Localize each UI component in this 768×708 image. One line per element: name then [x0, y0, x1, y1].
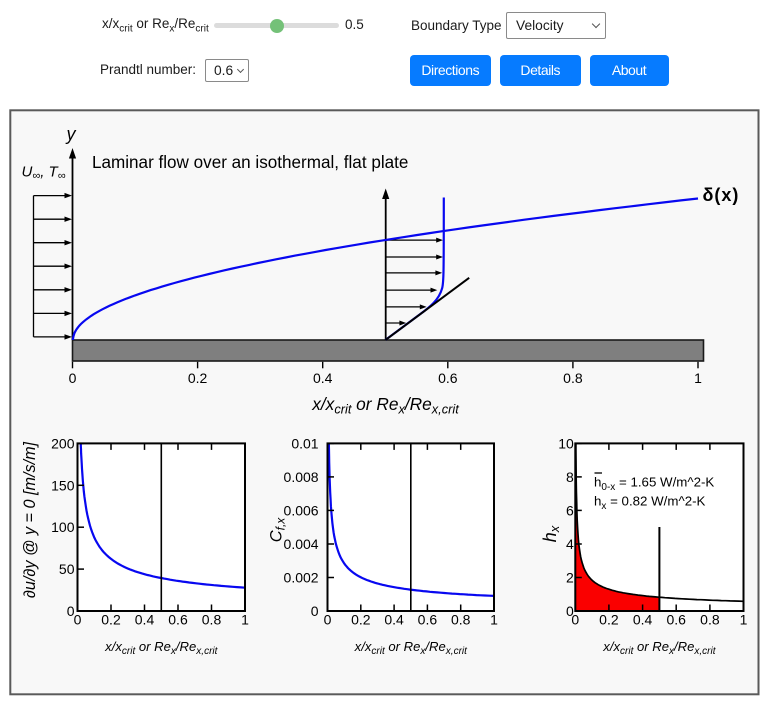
svg-text:0.006: 0.006: [284, 502, 319, 518]
svg-text:100: 100: [51, 519, 75, 535]
svg-text:4: 4: [566, 536, 574, 552]
svg-text:0.6: 0.6: [418, 612, 438, 628]
svg-text:0: 0: [566, 603, 574, 619]
svg-text:0: 0: [74, 612, 82, 628]
svg-text:1: 1: [490, 612, 498, 628]
svg-text:8: 8: [566, 469, 574, 485]
svg-text:1: 1: [241, 612, 249, 628]
svg-text:0.2: 0.2: [101, 612, 121, 628]
svg-text:0.2: 0.2: [351, 612, 371, 628]
svg-text:0.8: 0.8: [700, 612, 720, 628]
svg-text:0: 0: [324, 612, 332, 628]
svg-text:2: 2: [566, 570, 574, 586]
svg-text:0.8: 0.8: [202, 612, 222, 628]
svg-text:1: 1: [694, 370, 702, 386]
svg-text:0: 0: [311, 603, 319, 619]
svg-text:0.4: 0.4: [313, 370, 333, 386]
svg-text:10: 10: [558, 435, 574, 451]
svg-text:0: 0: [67, 603, 75, 619]
svg-text:0.4: 0.4: [135, 612, 155, 628]
svg-text:0.008: 0.008: [284, 469, 319, 485]
svg-text:0.6: 0.6: [168, 612, 188, 628]
svg-text:0.2: 0.2: [599, 612, 619, 628]
svg-text:0: 0: [69, 370, 77, 386]
svg-text:1: 1: [740, 612, 748, 628]
svg-text:0.002: 0.002: [284, 570, 319, 586]
svg-text:0.8: 0.8: [563, 370, 583, 386]
svg-text:δ(x): δ(x): [703, 185, 740, 205]
svg-text:0.2: 0.2: [188, 370, 208, 386]
svg-text:0.6: 0.6: [666, 612, 686, 628]
svg-text:h0-x = 1.65 W/m^2-K: h0-x = 1.65 W/m^2-K: [594, 475, 714, 494]
svg-text:0.01: 0.01: [291, 435, 318, 451]
svg-text:0.004: 0.004: [284, 536, 319, 552]
svg-text:50: 50: [59, 561, 75, 577]
svg-text:0.4: 0.4: [633, 612, 653, 628]
svg-text:150: 150: [51, 477, 75, 493]
svg-text:Laminar flow over an isotherma: Laminar flow over an isothermal, flat pl…: [92, 153, 408, 172]
svg-text:0.6: 0.6: [438, 370, 458, 386]
svg-text:0: 0: [571, 612, 579, 628]
svg-text:∂u/∂y @ y = 0 [m/s/m]: ∂u/∂y @ y = 0 [m/s/m]: [21, 441, 39, 598]
svg-text:6: 6: [566, 502, 574, 518]
svg-text:hx = 0.82 W/m^2-K: hx = 0.82 W/m^2-K: [594, 494, 706, 513]
svg-text:y: y: [65, 124, 77, 144]
svg-text:0.8: 0.8: [451, 612, 471, 628]
svg-text:200: 200: [51, 435, 75, 451]
svg-text:0.4: 0.4: [384, 612, 404, 628]
